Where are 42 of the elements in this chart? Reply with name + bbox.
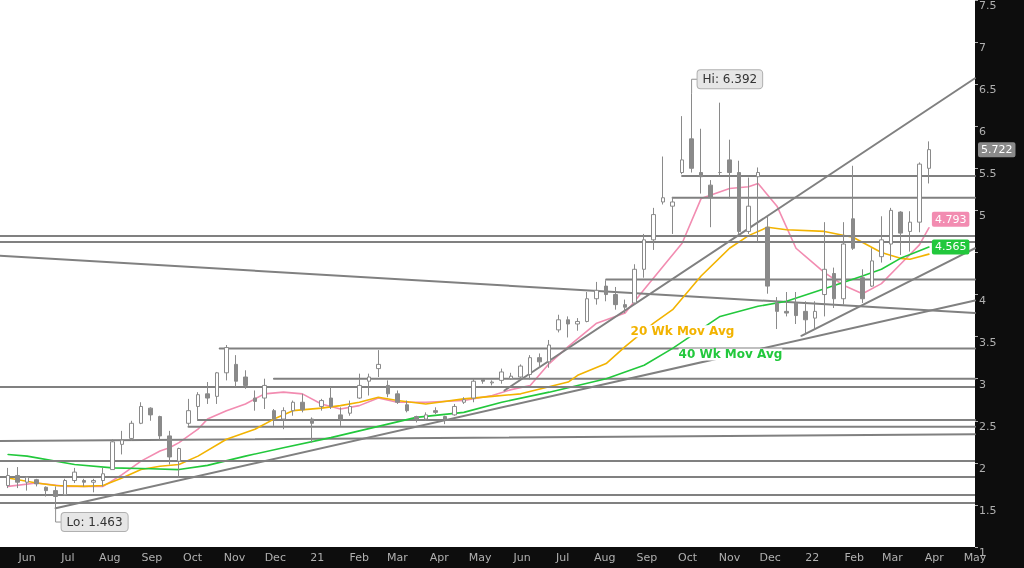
- y-tick-label: 5: [979, 209, 986, 223]
- x-tick-label: Jul: [60, 551, 75, 564]
- x-tick-label: Nov: [223, 551, 246, 564]
- x-tick-label: Feb: [844, 551, 865, 564]
- y-tick-label: 5.5: [979, 167, 997, 181]
- y-tick-label: 6.5: [979, 83, 997, 97]
- series-label: 20 Wk Mov Avg: [630, 324, 735, 339]
- annotation: Hi: 6.392: [702, 72, 758, 87]
- x-tick-label: Aug: [99, 551, 121, 564]
- x-tick-label: Jun: [512, 551, 531, 564]
- x-tick-label: Mar: [881, 551, 904, 564]
- x-tick-label: Nov: [718, 551, 741, 564]
- y-tick-label: 4: [979, 293, 986, 307]
- y-tick-label: 6: [979, 125, 986, 139]
- x-tick-label: Aug: [594, 551, 616, 564]
- x-tick-label: 22: [805, 551, 820, 564]
- x-tick-label: Sep: [636, 551, 658, 564]
- x-tick-label: Jun: [17, 551, 36, 564]
- x-tick-label: Oct: [678, 551, 698, 564]
- y-tick-label: 7: [979, 41, 986, 55]
- annotation: Lo: 1.463: [66, 515, 123, 530]
- y-tick-label: 7.5: [979, 0, 997, 12]
- data-label: 4.565: [934, 240, 967, 254]
- x-tick-label: Apr: [429, 551, 450, 564]
- y-tick-label: 3: [979, 377, 986, 391]
- data-label: 4.793: [934, 212, 967, 226]
- x-tick-label: Dec: [759, 551, 781, 564]
- x-tick-label: May: [468, 551, 492, 564]
- text: 5.722: [981, 143, 1013, 157]
- x-tick-label: Oct: [183, 551, 203, 564]
- x-tick-label: Apr: [924, 551, 945, 564]
- x-tick-label: Mar: [386, 551, 409, 564]
- series-label: 40 Wk Mov Avg: [678, 347, 783, 362]
- x-tick-label: Feb: [349, 551, 370, 564]
- x-tick-label: Jul: [555, 551, 570, 564]
- y-tick-label: 1.5: [979, 503, 997, 517]
- y-tick-label: 3.5: [979, 335, 997, 349]
- x-tick-label: Dec: [264, 551, 286, 564]
- y-tick-label: 2.5: [979, 419, 997, 433]
- y-tick-label: 2: [979, 461, 986, 475]
- x-tick-label: 21: [310, 551, 325, 564]
- x-tick-label: Sep: [141, 551, 163, 564]
